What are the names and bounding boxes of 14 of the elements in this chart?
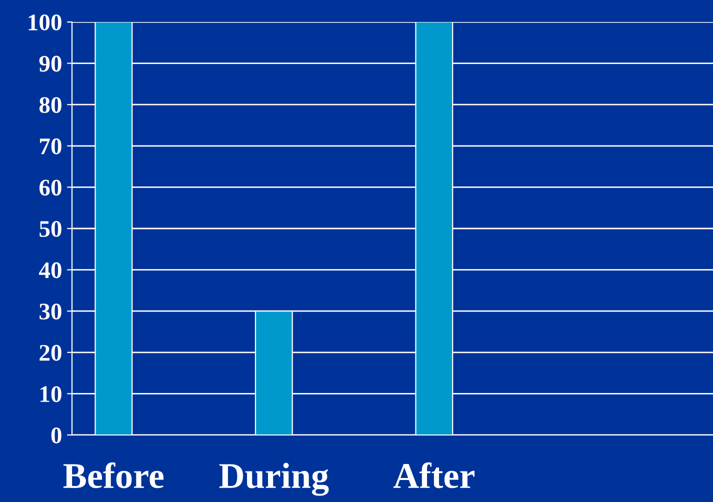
- y-tick-label: 100: [28, 14, 62, 30]
- x-tick-label: During: [219, 462, 329, 496]
- y-tick-label: 70: [40, 138, 62, 154]
- y-tick-label: 60: [39, 180, 62, 196]
- x-tick-label: After: [393, 462, 474, 488]
- y-tick-label: 50: [40, 220, 62, 237]
- y-tick-label: 20: [40, 344, 62, 361]
- x-tick-label: Before: [63, 462, 164, 488]
- y-tick-label: 40: [38, 262, 62, 278]
- y-tick-label: 90: [39, 56, 62, 72]
- y-tick-label: 80: [39, 97, 62, 114]
- y-tick-label: 0: [51, 427, 62, 444]
- y-tick-label: 10: [40, 386, 62, 402]
- y-tick-label: 30: [40, 304, 62, 320]
